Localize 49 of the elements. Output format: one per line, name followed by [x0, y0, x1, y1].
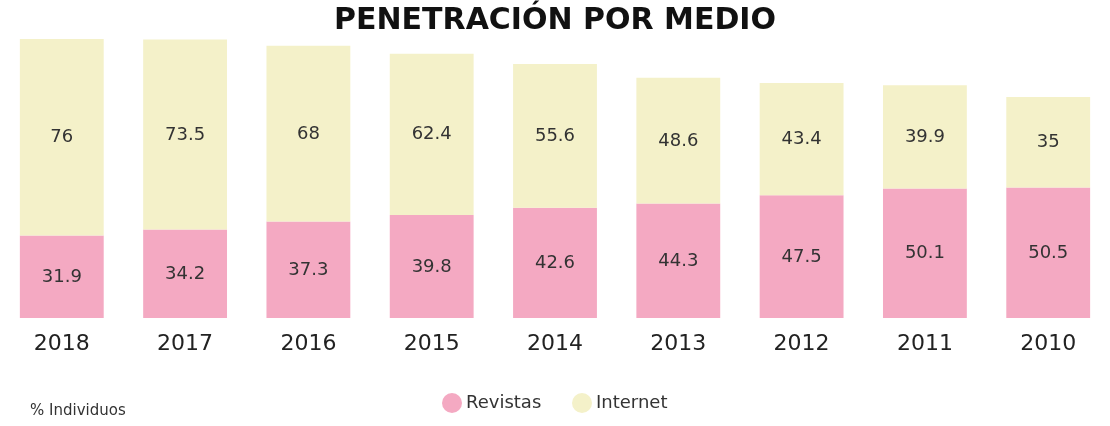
- bar: [513, 64, 597, 208]
- bar: [19, 235, 104, 318]
- bar: [266, 221, 351, 318]
- data-label: 35: [1036, 130, 1060, 152]
- data-label: 31.9: [41, 264, 82, 286]
- bar: [759, 82, 844, 196]
- x-tick-label: 2016: [280, 329, 337, 355]
- bar: [636, 203, 721, 318]
- x-tick-label: 2012: [773, 329, 830, 355]
- chart-title: PENETRACIÓN POR MEDIO: [333, 0, 777, 36]
- x-tick-label: 2013: [650, 329, 707, 355]
- bar: [513, 207, 597, 318]
- data-label: 47.5: [781, 244, 822, 266]
- data-label: 76: [50, 125, 74, 147]
- data-label: 43.4: [781, 127, 822, 149]
- bar: [1006, 96, 1091, 188]
- data-label: 39.8: [411, 254, 452, 276]
- bar: [389, 53, 474, 216]
- data-label: 68: [296, 121, 320, 143]
- bar: [19, 39, 104, 236]
- bar: [143, 39, 228, 230]
- text: % Individuos: [30, 401, 126, 419]
- data-label: 73.5: [165, 122, 206, 144]
- data-label: 34.2: [165, 261, 206, 283]
- data-label: 55.6: [534, 123, 576, 145]
- bar: [389, 215, 474, 318]
- data-label: 39.9: [904, 124, 945, 146]
- data-label: 50.1: [904, 241, 945, 263]
- x-tick-label: 2014: [527, 329, 583, 355]
- bar: [759, 195, 844, 318]
- data-label: 37.3: [288, 257, 329, 279]
- x-tick-label: 2011: [896, 329, 953, 355]
- bar: [882, 188, 967, 318]
- x-tick-label: 2018: [33, 329, 90, 355]
- bar: [636, 77, 721, 204]
- legend-label: Internet: [596, 391, 668, 412]
- data-label: 42.6: [534, 250, 576, 272]
- bar: [1006, 187, 1091, 318]
- data-label: 62.4: [411, 122, 452, 144]
- x-tick-label: 2010: [1020, 329, 1077, 355]
- data-label: 50.5: [1028, 240, 1069, 262]
- data-label: 48.6: [658, 128, 699, 150]
- legend-label: Revistas: [466, 391, 542, 412]
- bar: [882, 85, 967, 189]
- x-tick-label: 2015: [403, 329, 460, 355]
- bar: [143, 229, 228, 318]
- bar: [266, 45, 351, 222]
- x-tick-label: 2017: [157, 329, 214, 355]
- data-label: 44.3: [658, 248, 699, 270]
